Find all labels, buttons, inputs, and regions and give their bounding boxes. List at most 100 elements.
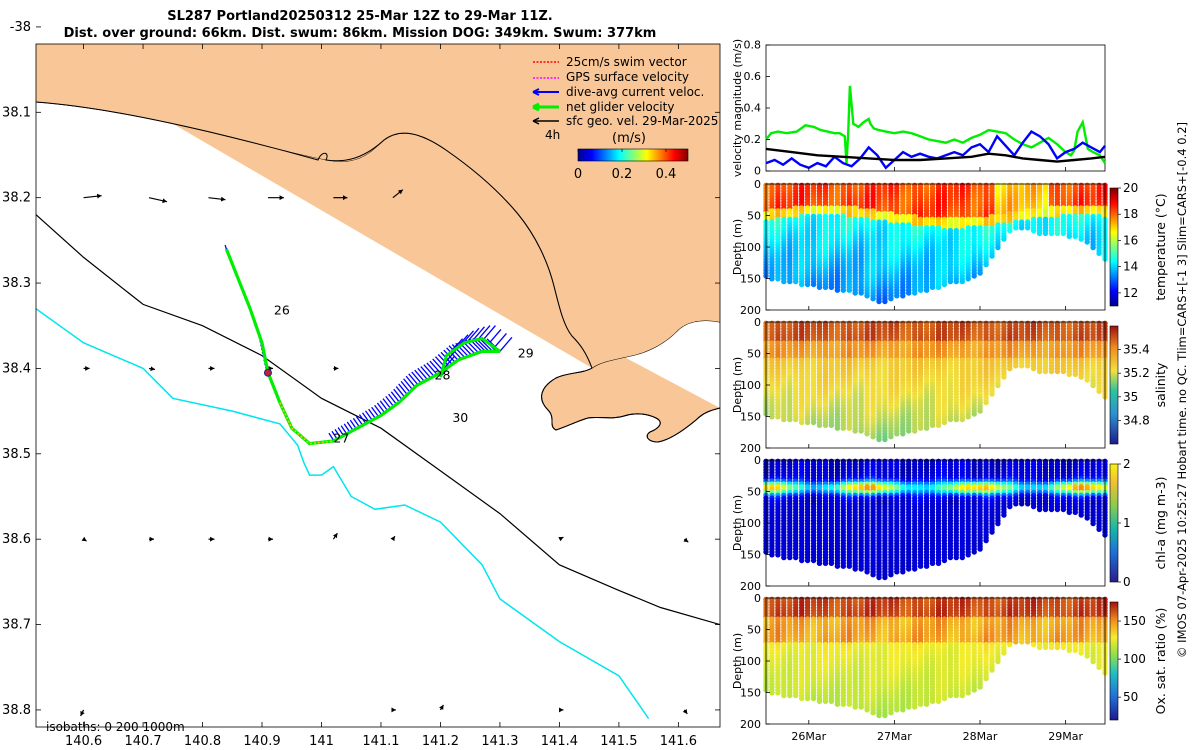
section-y-tick-label: 0 [754, 316, 761, 329]
section-colorbar-tick-label: 34.8 [1123, 413, 1150, 427]
section-sample [959, 278, 965, 285]
dive-avg-vector [346, 421, 354, 431]
section-sample [816, 422, 823, 428]
map-y-tick-label: 38.4 [2, 361, 31, 376]
dive-avg-vector [443, 349, 456, 363]
section-sample [1001, 236, 1007, 242]
day-label-28: 28 [435, 368, 451, 383]
section-sample [935, 422, 942, 428]
section-sample [971, 273, 977, 279]
section-colorbar [1109, 187, 1119, 307]
dive-avg-vector [376, 402, 386, 414]
section-sample [1048, 368, 1055, 375]
map-x-tick-label: 141.3 [481, 734, 518, 749]
dive-avg-vector [343, 423, 351, 433]
dive-avg-vector [448, 345, 462, 360]
section-sample [912, 566, 918, 572]
section-sample [810, 281, 817, 288]
section-sample [852, 428, 858, 434]
section-sample [977, 408, 983, 414]
map-x-tick-label: 140.8 [184, 734, 221, 749]
velocity-series-layer [765, 85, 1107, 170]
section-sample [775, 552, 781, 558]
section-sample [840, 425, 846, 431]
dive-avg-vector [482, 325, 496, 340]
net-glider-hook [439, 336, 501, 378]
legend-item-sfc-geo: sfc geo. vel. 29-Mar-2025 [532, 114, 718, 128]
section-colorbar-label: salinity [1153, 362, 1168, 407]
dive-avg-vector [382, 398, 392, 409]
map-y-tick-label: 38.3 [2, 276, 31, 291]
section-sample [888, 572, 894, 578]
coastline [36, 101, 720, 443]
section-sample [876, 298, 882, 305]
geo-velocity-arrow [439, 704, 444, 711]
section-sample [959, 416, 965, 423]
section-sample [1060, 368, 1067, 375]
section-sample [1001, 374, 1007, 380]
section-sample [828, 422, 835, 428]
velocity-ylabel: velocity magnitude (m/s) [731, 39, 744, 177]
section-colorbar-tick-label: 20 [1123, 181, 1138, 195]
section-sample [935, 284, 942, 290]
map-x-tick-label: 140.6 [65, 734, 102, 749]
section-sample [793, 416, 799, 423]
geo-velocity-arrow [332, 532, 338, 540]
isobath-200m [36, 308, 650, 719]
section-sample [1042, 368, 1049, 375]
section-sample [1090, 244, 1096, 251]
dive-avg-vector [361, 412, 370, 423]
dive-avg-vector [352, 417, 360, 428]
section-sample [1036, 368, 1043, 375]
time-label: 4h [545, 128, 560, 142]
dive-avg-vector [388, 393, 397, 405]
section-sample [1030, 227, 1037, 234]
dive-avg-vector [471, 326, 485, 342]
geo-arrow-head [268, 536, 273, 542]
colorbar-tick-label: 0 [574, 167, 582, 182]
colorbar-ticks: 0 0.2 0.4 [574, 149, 676, 182]
dive-avg-vector [420, 366, 432, 379]
section-sample [1013, 225, 1019, 231]
dive-avg-vector [405, 375, 416, 388]
section-sample [917, 287, 924, 293]
section-sample [1096, 388, 1102, 394]
geo-velocity-arrow [683, 537, 689, 543]
geo-arrow-head [85, 366, 90, 371]
section-colorbar-tick-label: 16 [1123, 233, 1138, 247]
section-sample [929, 422, 936, 428]
section-sample [799, 281, 805, 288]
geo-velocity-arrow [558, 536, 564, 542]
geo-velocity-arrow [267, 536, 273, 542]
section-sample [799, 557, 805, 564]
dive-avg-vector [466, 327, 480, 343]
section-sample [1013, 363, 1019, 369]
dive-avg-vector [479, 338, 494, 352]
section-sample [769, 414, 775, 420]
map-x-tick-label: 141.4 [541, 734, 578, 749]
section-sample [1060, 230, 1067, 237]
geo-arrow-head [150, 366, 156, 372]
section-colorbar-tick-label: 35 [1123, 390, 1138, 404]
section-sample [947, 278, 954, 285]
colorbar-tick-label: 0.2 [612, 167, 633, 182]
dive-avg-vector [379, 400, 389, 412]
section-sample [1054, 230, 1061, 237]
geo-arrow-head [220, 196, 226, 202]
section-sample [977, 270, 983, 276]
section-sample [787, 416, 793, 423]
map-y-tick-label: 38.7 [2, 618, 31, 633]
section-background [766, 460, 1105, 586]
section-sample [882, 574, 888, 581]
geo-arrow-head [559, 707, 564, 713]
section-colorbar-tick-label: 12 [1123, 286, 1138, 300]
map-x-tick-label: 140.7 [124, 734, 161, 749]
title-line-2: Dist. over ground: 66km. Dist. swum: 86k… [63, 26, 657, 41]
section-ylabel: Depth (m) [731, 357, 744, 413]
colorbar-tick-label: 0.4 [656, 167, 677, 182]
section-colorbar-label: temperature (°C) [1153, 193, 1168, 300]
section-sample [775, 276, 781, 282]
